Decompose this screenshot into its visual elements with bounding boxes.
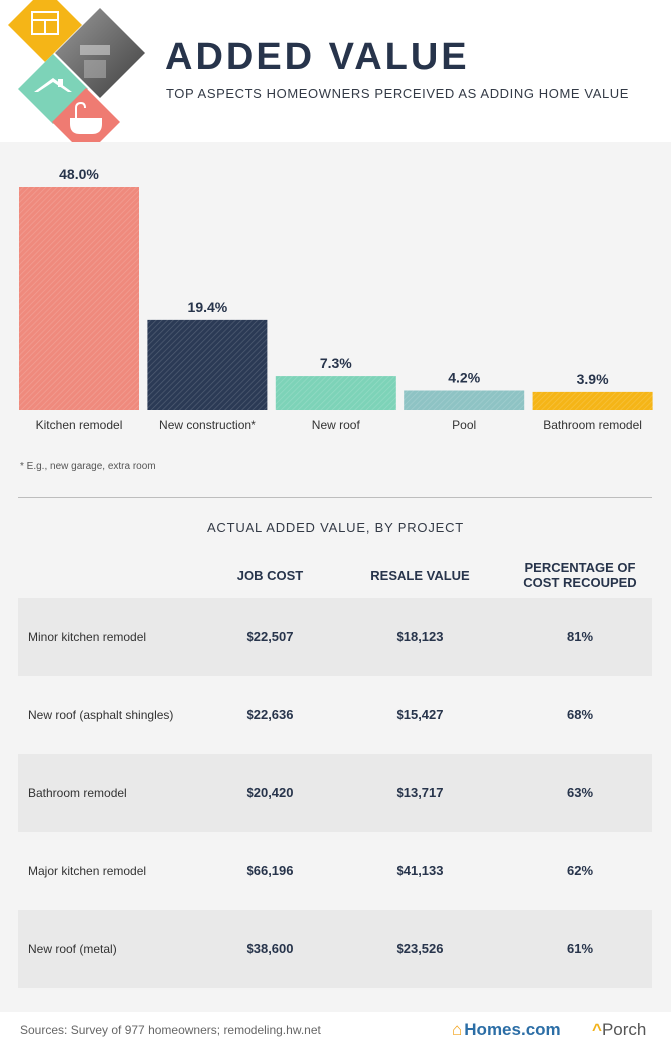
sources-text: Sources: Survey of 977 homeowners; remod… [20, 1023, 321, 1037]
bar-value-label: 19.4% [188, 299, 228, 315]
porch-label: Porch [601, 1020, 647, 1039]
percentage-recouped-value: 63% [566, 785, 594, 800]
job-cost-value: $22,636 [246, 707, 294, 722]
kitchen-icon [8, 0, 82, 62]
percentage-recouped-value: 61% [566, 941, 594, 956]
resale-value: $15,427 [396, 707, 444, 722]
bar-0 [19, 187, 139, 410]
project-name: New roof (metal) [28, 942, 117, 956]
resale-value: $41,133 [396, 863, 444, 878]
bar-4 [532, 391, 653, 410]
job-cost-value: $38,600 [246, 941, 294, 956]
project-name: Major kitchen remodel [28, 864, 147, 878]
house-logo-icon: ⌂ [452, 1020, 463, 1039]
project-name: Minor kitchen remodel [28, 630, 147, 644]
section-divider [18, 497, 652, 498]
bathtub-icon [52, 88, 120, 156]
percentage-recouped-value: 68% [566, 707, 594, 722]
job-cost-value: $66,196 [246, 863, 294, 878]
value-table: Minor kitchen remodel $22,507 $18,123 81… [18, 598, 652, 988]
category-label: New roof [312, 418, 361, 432]
header: ADDED VALUE TOP ASPECTS HOMEOWNERS PERCE… [0, 0, 671, 156]
porch-logo[interactable]: ^Porch [592, 1020, 646, 1040]
resale-value: $23,526 [396, 941, 444, 956]
job-cost-value: $20,420 [246, 785, 294, 800]
porch-roof-icon: ^ [592, 1020, 602, 1039]
category-label: Pool [452, 418, 476, 432]
project-name: New roof (asphalt shingles) [28, 708, 174, 722]
table-row: New roof (metal) $38,600 $23,526 61% [18, 910, 652, 988]
project-name: Bathroom remodel [28, 786, 127, 800]
table-row: Bathroom remodel $20,420 $13,717 63% [18, 754, 652, 832]
resale-value: $18,123 [396, 629, 444, 644]
bar-1 [147, 319, 268, 410]
bar-2 [275, 376, 396, 410]
bar-value-label: 4.2% [448, 369, 480, 385]
column-header-job-cost: JOB COST [236, 568, 304, 583]
table-row: New roof (asphalt shingles) $22,636 $15,… [18, 676, 652, 754]
page-subtitle: TOP ASPECTS HOMEOWNERS PERCEIVED AS ADDI… [166, 86, 630, 101]
homes-com-label: Homes.com [464, 1020, 561, 1039]
header-illustration [8, 0, 145, 156]
bar-3 [404, 390, 525, 410]
table-row: Minor kitchen remodel $22,507 $18,123 81… [18, 598, 652, 676]
column-header-resale-value: RESALE VALUE [370, 568, 470, 583]
percentage-recouped-value: 62% [566, 863, 594, 878]
column-header-percentage-recouped: PERCENTAGE OF COST RECOUPED [523, 560, 637, 590]
category-label: Kitchen remodel [36, 418, 123, 432]
house-photo [55, 8, 145, 98]
bar-value-label: 48.0% [59, 166, 99, 182]
chart-footnote: * E.g., new garage, extra room [20, 461, 156, 472]
category-label: Bathroom remodel [543, 418, 642, 432]
job-cost-value: $22,507 [246, 629, 294, 644]
bar-value-label: 7.3% [320, 355, 352, 371]
bar-chart: 48.0% Kitchen remodel 19.4% New constructio… [19, 166, 653, 432]
table-row: Major kitchen remodel $66,196 $41,133 62… [18, 832, 652, 910]
bar-value-label: 3.9% [577, 371, 609, 387]
footer: Sources: Survey of 977 homeowners; remod… [0, 1012, 671, 1050]
table-title: ACTUAL ADDED VALUE, BY PROJECT [206, 520, 465, 535]
percentage-recouped-value: 81% [566, 629, 594, 644]
category-label: New construction* [159, 418, 256, 432]
resale-value: $13,717 [396, 785, 444, 800]
homes-com-logo[interactable]: ⌂ Homes.com [452, 1020, 561, 1040]
page-title: ADDED VALUE [165, 36, 470, 78]
